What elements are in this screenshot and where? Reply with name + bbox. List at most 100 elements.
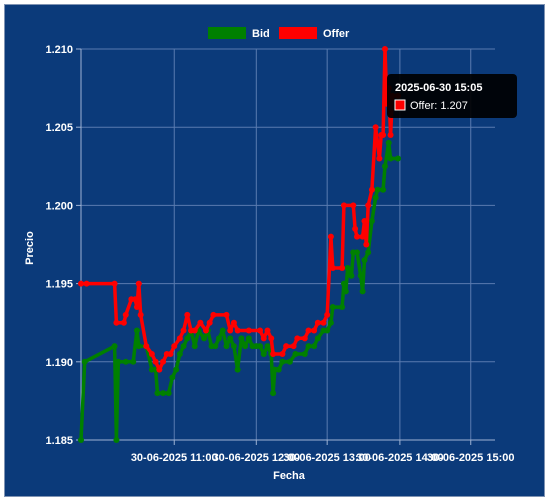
data-point-bid[interactable]: [324, 327, 331, 334]
data-point-offer[interactable]: [167, 350, 174, 357]
data-point-offer[interactable]: [113, 319, 120, 326]
data-point-offer[interactable]: [202, 327, 209, 334]
data-point-bid[interactable]: [169, 374, 176, 381]
data-point-bid[interactable]: [165, 390, 172, 397]
data-point-bid[interactable]: [113, 437, 120, 443]
data-point-offer[interactable]: [133, 304, 140, 311]
data-point-offer[interactable]: [372, 124, 379, 131]
data-point-bid[interactable]: [260, 350, 267, 357]
data-point-offer[interactable]: [301, 335, 308, 342]
data-point-bid[interactable]: [327, 319, 334, 326]
data-point-bid[interactable]: [191, 343, 198, 350]
data-point-bid[interactable]: [385, 139, 392, 146]
data-point-bid[interactable]: [354, 249, 360, 256]
data-point-bid[interactable]: [374, 186, 381, 193]
price-chart[interactable]: 1.185 1.190 1.195 1.200 1.205 1.210 30-06-2025…: [5, 5, 546, 498]
data-point-offer[interactable]: [361, 218, 368, 225]
data-point-bid[interactable]: [173, 366, 180, 373]
data-point-offer[interactable]: [210, 311, 217, 318]
data-point-offer[interactable]: [264, 327, 271, 334]
data-point-offer[interactable]: [294, 335, 301, 342]
data-point-bid[interactable]: [329, 304, 336, 311]
data-point-offer[interactable]: [283, 343, 290, 350]
data-point-offer[interactable]: [78, 280, 84, 287]
data-point-offer[interactable]: [137, 311, 144, 318]
data-point-offer[interactable]: [268, 335, 275, 342]
data-point-offer[interactable]: [279, 350, 286, 357]
data-point-bid[interactable]: [81, 358, 88, 365]
data-point-offer[interactable]: [290, 343, 297, 350]
data-point-bid[interactable]: [359, 288, 366, 295]
data-point-offer[interactable]: [305, 327, 312, 334]
data-point-bid[interactable]: [184, 335, 191, 342]
data-point-offer[interactable]: [327, 233, 334, 240]
data-point-bid[interactable]: [361, 257, 368, 264]
data-point-bid[interactable]: [111, 343, 118, 350]
data-point-offer[interactable]: [314, 319, 321, 326]
data-point-offer[interactable]: [143, 343, 150, 350]
data-point-offer[interactable]: [120, 319, 127, 326]
data-point-bid[interactable]: [223, 343, 230, 350]
data-point-bid[interactable]: [339, 304, 346, 311]
data-point-offer[interactable]: [184, 311, 191, 318]
data-point-bid[interactable]: [227, 335, 234, 342]
data-point-offer[interactable]: [171, 343, 178, 350]
data-point-bid[interactable]: [275, 366, 282, 373]
data-point-bid[interactable]: [176, 350, 183, 357]
data-point-bid[interactable]: [381, 163, 388, 170]
data-point-offer[interactable]: [376, 155, 383, 162]
data-point-bid[interactable]: [122, 358, 129, 365]
data-point-offer[interactable]: [180, 327, 187, 334]
data-point-offer[interactable]: [206, 319, 213, 326]
data-point-offer[interactable]: [245, 327, 252, 334]
data-point-offer[interactable]: [160, 358, 167, 365]
legend[interactable]: Bid Offer: [208, 27, 350, 40]
data-point-bid[interactable]: [311, 343, 318, 350]
data-point-bid[interactable]: [230, 343, 237, 350]
data-point-offer[interactable]: [152, 358, 159, 365]
data-point-offer[interactable]: [257, 327, 264, 334]
data-point-bid[interactable]: [395, 155, 402, 162]
legend-item-offer[interactable]: Offer: [279, 27, 350, 40]
data-point-offer[interactable]: [83, 280, 90, 287]
data-point-offer[interactable]: [197, 319, 204, 326]
data-point-bid[interactable]: [180, 343, 187, 350]
data-point-offer[interactable]: [329, 264, 336, 271]
data-point-offer[interactable]: [132, 296, 139, 303]
data-point-offer[interactable]: [352, 225, 359, 232]
data-point-bid[interactable]: [292, 350, 299, 357]
data-point-bid[interactable]: [372, 194, 379, 201]
data-point-offer[interactable]: [311, 327, 318, 334]
data-point-offer[interactable]: [387, 132, 394, 139]
data-point-offer[interactable]: [191, 327, 198, 334]
data-point-offer[interactable]: [135, 280, 142, 287]
data-point-bid[interactable]: [368, 218, 375, 225]
data-point-offer[interactable]: [363, 241, 370, 248]
data-point-bid[interactable]: [286, 358, 293, 365]
data-point-offer[interactable]: [122, 311, 129, 318]
data-point-offer[interactable]: [223, 311, 230, 318]
data-point-offer[interactable]: [227, 327, 234, 334]
data-point-offer[interactable]: [339, 264, 346, 271]
data-point-offer[interactable]: [359, 233, 366, 240]
data-point-bid[interactable]: [245, 335, 252, 342]
data-point-offer[interactable]: [111, 280, 118, 287]
data-point-offer[interactable]: [350, 202, 357, 209]
data-point-bid[interactable]: [270, 390, 277, 397]
data-point-bid[interactable]: [219, 327, 226, 334]
data-point-bid[interactable]: [305, 343, 312, 350]
data-point-bid[interactable]: [135, 343, 142, 350]
data-point-bid[interactable]: [314, 335, 321, 342]
data-point-bid[interactable]: [340, 280, 347, 287]
data-point-bid[interactable]: [387, 155, 394, 162]
data-point-bid[interactable]: [357, 272, 364, 279]
legend-item-bid[interactable]: Bid: [208, 27, 270, 40]
data-point-bid[interactable]: [216, 335, 222, 342]
data-point-bid[interactable]: [238, 335, 245, 342]
data-point-offer[interactable]: [340, 202, 347, 209]
data-point-offer[interactable]: [176, 335, 183, 342]
data-point-offer[interactable]: [380, 132, 387, 139]
data-point-offer[interactable]: [270, 350, 277, 357]
data-point-offer[interactable]: [148, 350, 155, 357]
data-point-bid[interactable]: [264, 343, 271, 350]
